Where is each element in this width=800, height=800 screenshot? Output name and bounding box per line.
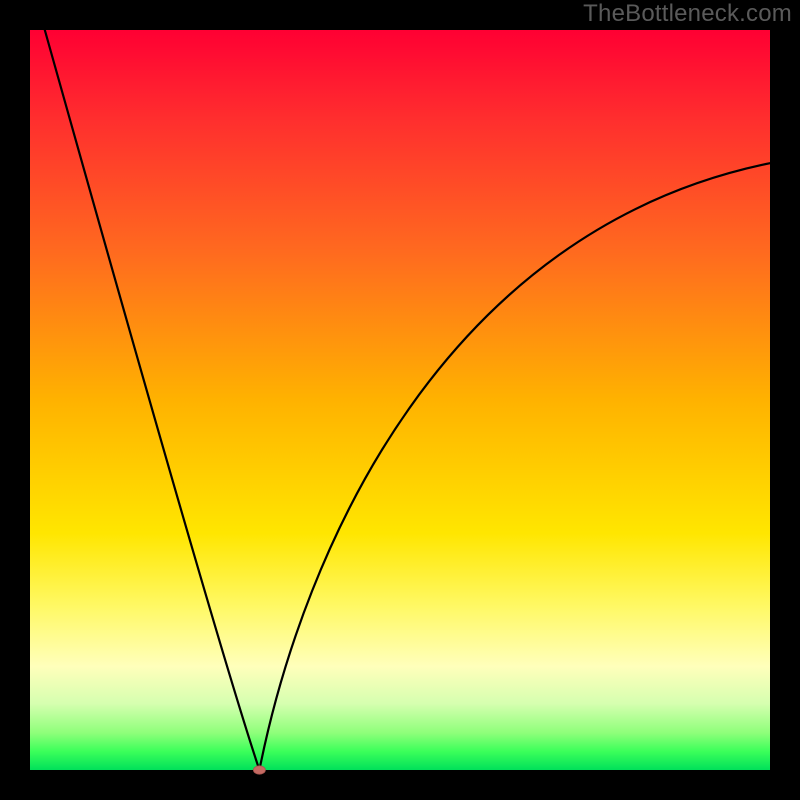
plot-background [30, 30, 770, 770]
minimum-marker [253, 766, 265, 774]
chart-container: TheBottleneck.com [0, 0, 800, 800]
bottleneck-chart [0, 0, 800, 800]
watermark-text: TheBottleneck.com [583, 0, 792, 28]
